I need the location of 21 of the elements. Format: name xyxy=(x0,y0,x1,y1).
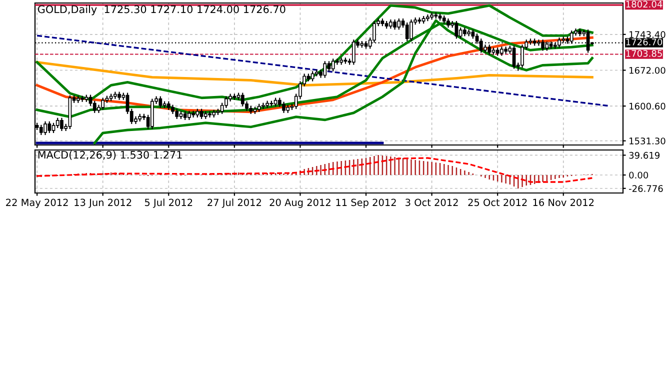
x-tick-label: 20 Aug 2012 xyxy=(270,198,330,208)
ref-line-label: 1703.85 xyxy=(626,50,662,57)
y-tick-label: 1743.40 xyxy=(630,31,666,38)
x-tick-label: 11 Sep 2012 xyxy=(336,198,396,208)
x-tick-label: 16 Nov 2012 xyxy=(533,198,594,206)
x-tick-label: 27 Jul 2012 xyxy=(208,198,261,208)
x-tick-label: 25 Oct 2012 xyxy=(468,198,527,206)
y-tick-label: -26.776 xyxy=(628,185,663,192)
y-tick-label: 39.619 xyxy=(629,152,660,159)
ref-line-label: 1726.70 xyxy=(626,38,662,46)
x-tick-label: 5 Jul 2012 xyxy=(144,198,192,208)
x-tick-label: 3 Oct 2012 xyxy=(406,198,458,206)
y-tick-label: 1672.00 xyxy=(630,66,666,74)
y-tick-label: 1531.30 xyxy=(630,138,666,144)
ref-line-label: 1802.04 xyxy=(626,0,662,8)
y-tick-label: 1600.60 xyxy=(630,102,666,110)
x-tick-label: 22 May 2012 xyxy=(6,198,68,208)
chart-title: GOLD,Daily 1725.30 1727.10 1724.00 1726.70 xyxy=(38,5,286,16)
y-tick-label: 0.00 xyxy=(629,172,648,179)
x-tick-label: 13 Jun 2012 xyxy=(74,198,132,208)
chart-title: MACD(12,26,9) 1.530 1.271 xyxy=(38,150,182,160)
